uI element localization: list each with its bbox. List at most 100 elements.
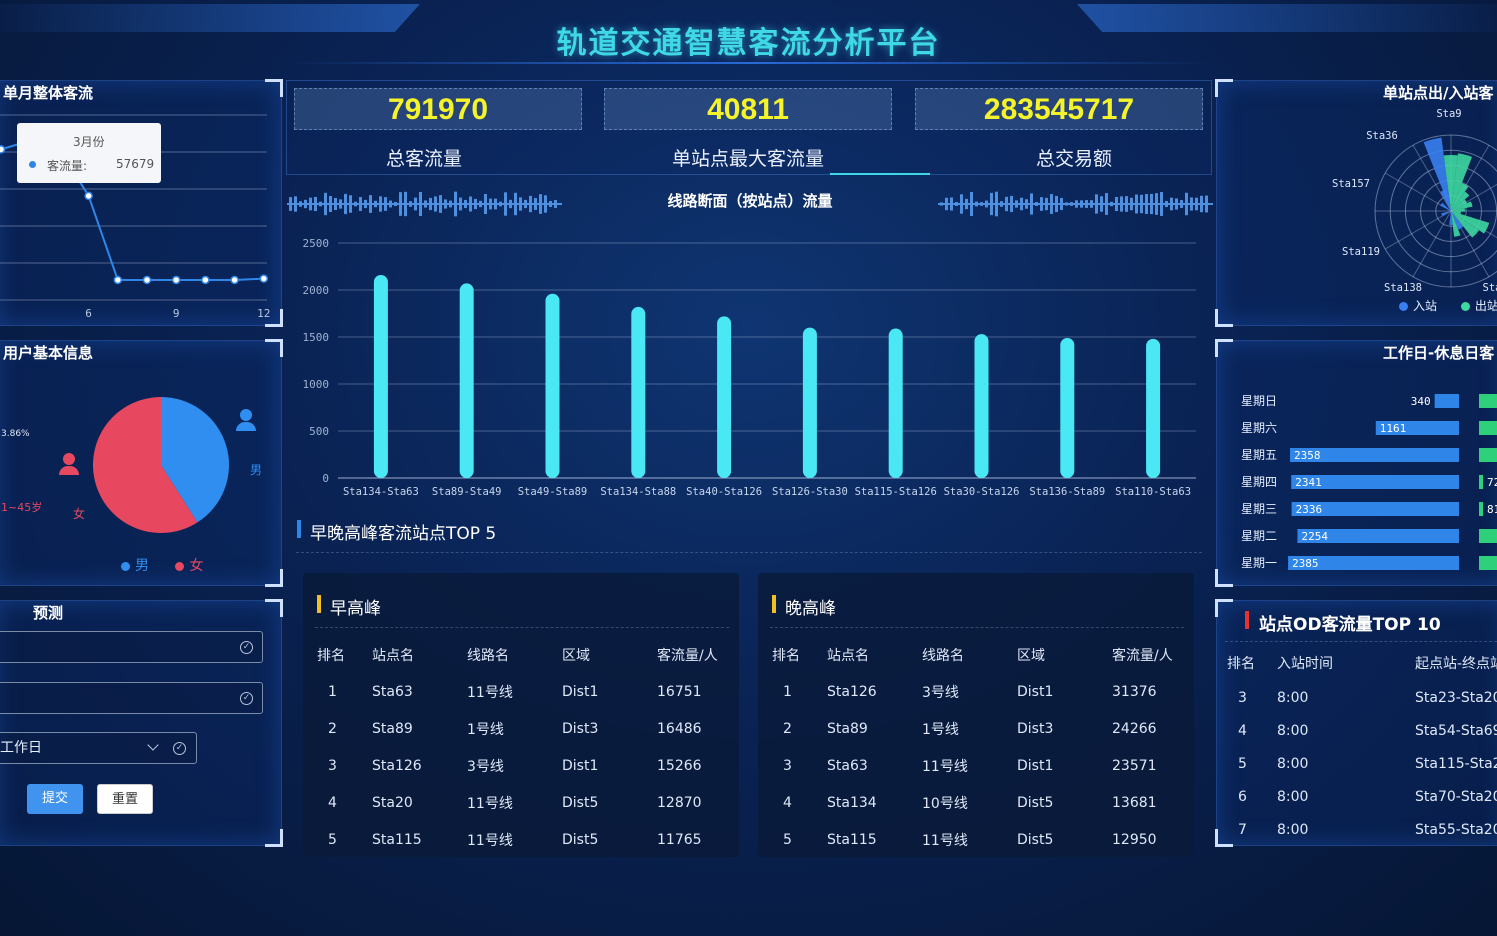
weekday-bar <box>1291 502 1459 516</box>
table-row[interactable]: 5 Sta115 11号线 Dist5 12950 <box>772 821 1182 858</box>
table-row[interactable]: 1 Sta63 11号线 Dist1 16751 <box>317 673 727 710</box>
table-row[interactable]: 5 Sta115 11号线 Dist5 11765 <box>317 821 727 858</box>
table-cell: 2 <box>328 720 337 737</box>
table-cell: Sta126 <box>827 683 877 700</box>
submit-button[interactable]: 提交 <box>27 784 83 814</box>
wave-bar <box>1095 194 1098 214</box>
polar-spoke <box>1384 172 1452 212</box>
morning-peak-title: 早高峰 <box>330 599 381 619</box>
wave-bar <box>494 198 497 210</box>
kpi-total-flow: 791970 <box>294 88 582 130</box>
polar-sector <box>1451 208 1465 212</box>
table-row[interactable]: 3 8:00 Sta23-Sta20 <box>1227 681 1497 714</box>
weekday-value: 2254 <box>1301 530 1328 543</box>
wave-bar <box>429 197 432 211</box>
flow-bar <box>974 334 989 478</box>
table-row[interactable]: 2 Sta89 1号线 Dist3 24266 <box>772 710 1182 747</box>
table-cell: 8:00 <box>1277 788 1309 805</box>
weekday-bar-chart[interactable]: 星期日 340 星期六 1161 星期五 2358 星期四 2341 72 星期三 2336 81 星期… <box>1217 341 1497 587</box>
column-header: 客流量/人 <box>657 648 718 664</box>
table-row[interactable]: 4 Sta134 10号线 Dist5 13681 <box>772 784 1182 821</box>
wave-bar <box>329 196 332 212</box>
wave-bar <box>519 197 522 211</box>
wave-bar <box>424 200 427 208</box>
wave-bar <box>1065 202 1068 206</box>
weekday-bar <box>1288 556 1459 570</box>
table-cell: Sta20 <box>372 794 413 811</box>
wave-bar <box>359 197 362 211</box>
wave-bar <box>539 194 542 214</box>
wave-bar <box>399 192 402 216</box>
table-cell: 11号线 <box>467 832 513 849</box>
morning-peak-table: 排名 站点名 线路名 区域 客流量/人 1 Sta63 11号线 Dist1 16751 2 Sta… <box>317 637 727 858</box>
x-tick-label: Sta89-Sta49 <box>432 486 502 498</box>
day-type-select[interactable]: 工作日 <box>0 732 197 764</box>
evening-accent <box>772 595 776 613</box>
wave-bar <box>1155 193 1158 215</box>
table-row[interactable]: 6 8:00 Sta70-Sta20 <box>1227 780 1497 813</box>
table-cell: 12870 <box>657 794 702 811</box>
table-row[interactable]: 1 Sta126 3号线 Dist1 31376 <box>772 673 1182 710</box>
column-header: 起点站-终点站 <box>1415 656 1497 672</box>
tooltip-series: 客流量: <box>47 159 88 173</box>
table-row[interactable]: 5 8:00 Sta115-Sta20 <box>1227 747 1497 780</box>
tooltip-dot <box>29 161 36 168</box>
gender-pie-chart[interactable] <box>0 341 283 587</box>
table-cell: Dist3 <box>1017 720 1054 737</box>
table-cell: 8:00 <box>1277 722 1309 739</box>
table-cell: 16486 <box>657 720 702 737</box>
wave-bar <box>504 192 507 216</box>
table-row[interactable]: 4 Sta20 11号线 Dist5 12870 <box>317 784 727 821</box>
weekday-label: 星期一 <box>1241 556 1277 570</box>
weekday-value: 2341 <box>1295 476 1322 489</box>
reset-button[interactable]: 重置 <box>97 784 153 814</box>
weekday-value: 2385 <box>1292 557 1319 570</box>
user-partial-pct: 3.86% <box>1 429 30 439</box>
header-deco-left <box>0 4 420 32</box>
od-table: 排名 入站时间 起点站-终点站 3 8:00 Sta23-Sta20 4 8:00 Sta54… <box>1227 645 1497 846</box>
polar-station-label: Sta36 <box>1366 130 1398 142</box>
flow-bar <box>545 293 560 478</box>
wave-bar <box>1180 200 1183 208</box>
wave-decoration-left <box>287 191 562 217</box>
monthly-point <box>171 275 181 285</box>
peak-divider <box>296 552 1202 553</box>
table-cell: 4 <box>1238 722 1247 739</box>
table-cell: 10号线 <box>922 795 968 812</box>
predict-field-1[interactable] <box>0 631 263 663</box>
table-cell: Dist5 <box>1017 794 1054 811</box>
wave-bar <box>499 201 502 207</box>
wave-bar <box>1010 195 1013 213</box>
column-header: 区域 <box>1017 648 1045 664</box>
weekend-bar <box>1479 556 1497 570</box>
section-flow-bar-chart[interactable]: 0 500 1000 1500 2000 2500 Sta134-Sta63 Sta89-St… <box>288 222 1208 512</box>
table-row[interactable]: 3 Sta63 11号线 Dist1 23571 <box>772 747 1182 784</box>
table-cell: Dist3 <box>562 720 599 737</box>
legend-male-dot <box>121 561 130 571</box>
station-io-polar-chart[interactable]: Sta9 Sta36 Sta157 Sta119 Sta138 Sta <box>1217 81 1497 327</box>
monthly-line-chart[interactable]: 6 9 12 <box>0 81 277 321</box>
peak-section-title: 早晚高峰客流站点TOP 5 <box>310 524 497 544</box>
table-cell: 3号线 <box>922 684 959 701</box>
weekday-label: 星期日 <box>1241 394 1277 408</box>
check-circle-icon: ✓ <box>173 742 186 755</box>
wave-bar <box>990 192 993 216</box>
weekday-value: 1161 <box>1380 422 1407 435</box>
predict-field-2[interactable] <box>0 682 263 714</box>
table-cell: Sta115-Sta20 <box>1415 755 1497 772</box>
table-row[interactable]: 7 8:00 Sta55-Sta20 <box>1227 813 1497 846</box>
wave-bar <box>509 199 512 209</box>
wave-bar <box>1020 197 1023 211</box>
x-tick-label: Sta49-Sta89 <box>518 486 588 498</box>
monthly-x-tick: 9 <box>173 307 180 320</box>
wave-bar <box>1060 197 1063 211</box>
station-io-panel: 单站点出/入站客 Sta9Sta36Sta157Sta119Sta138Sta … <box>1215 79 1497 327</box>
wave-bar <box>995 191 998 217</box>
table-cell: 13681 <box>1112 794 1157 811</box>
legend-male: 男 <box>135 558 149 574</box>
table-row[interactable]: 2 Sta89 1号线 Dist3 16486 <box>317 710 727 747</box>
table-row[interactable]: 4 8:00 Sta54-Sta69 <box>1227 714 1497 747</box>
monthly-flow-panel: 单月整体客流 6 9 12 3月份 客流量: 57679 <box>0 79 283 327</box>
table-row[interactable]: 3 Sta126 3号线 Dist1 15266 <box>317 747 727 784</box>
table-cell: 11号线 <box>922 832 968 849</box>
